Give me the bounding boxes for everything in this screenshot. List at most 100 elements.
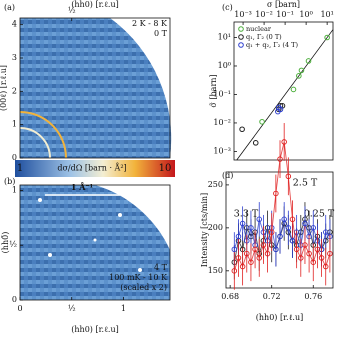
panel-label: (b) bbox=[4, 177, 15, 186]
x-tick-label: 0.76 bbox=[304, 292, 322, 301]
plot-frame bbox=[19, 17, 171, 159]
y-tick-label: 10⁻¹ bbox=[213, 89, 231, 98]
point bbox=[231, 246, 238, 253]
legend-marker bbox=[238, 26, 244, 32]
x-tick-label: 10⁻¹ bbox=[276, 10, 294, 19]
x-axis-label: (hh0) [r.ℓ.u] bbox=[71, 325, 118, 334]
point bbox=[314, 246, 321, 253]
annotation: (scaled x 2) bbox=[120, 283, 167, 292]
point bbox=[252, 246, 258, 253]
bragg-spots bbox=[38, 198, 142, 272]
y-tick-label: 10⁰ bbox=[218, 61, 231, 70]
point bbox=[298, 67, 305, 74]
y-tick-label: 1 bbox=[12, 120, 17, 129]
point bbox=[306, 250, 312, 257]
y-tick-label: 10¹ bbox=[218, 32, 231, 41]
annotation: 0 T bbox=[154, 29, 168, 38]
point bbox=[298, 255, 304, 261]
point bbox=[231, 268, 238, 274]
point bbox=[239, 263, 246, 270]
y-tick-label: 1 bbox=[12, 185, 17, 194]
point bbox=[277, 102, 284, 109]
x-axis-label: (hh0) [r.ℓ.u] bbox=[71, 0, 118, 9]
x-tick-label: 10¹ bbox=[320, 10, 333, 19]
x-tick-label: 1 bbox=[121, 304, 126, 313]
x-axis-label: (hh0) [r.ℓ.u] bbox=[256, 313, 303, 322]
map-b bbox=[20, 185, 170, 300]
point bbox=[256, 255, 262, 261]
y-tick-label: 0 bbox=[12, 295, 17, 304]
point bbox=[322, 263, 329, 270]
point bbox=[235, 233, 242, 240]
y-tick-label: 2 bbox=[12, 86, 17, 95]
x-tick-label: 0.72 bbox=[263, 292, 281, 301]
point bbox=[252, 140, 259, 146]
point bbox=[277, 106, 284, 113]
point bbox=[277, 233, 283, 240]
point bbox=[322, 229, 329, 235]
point bbox=[290, 86, 297, 93]
colorbar bbox=[15, 160, 175, 177]
point bbox=[289, 237, 296, 244]
x-tick-label: 0.68 bbox=[221, 292, 239, 301]
colorbar-tick-label: 10 bbox=[159, 163, 172, 174]
plot-frame bbox=[225, 171, 334, 289]
x-tick-label: 0 bbox=[17, 304, 22, 313]
y-tick-label: 10⁻² bbox=[213, 118, 231, 127]
point bbox=[248, 259, 254, 265]
point bbox=[239, 126, 245, 133]
y-tick-label: ½ bbox=[9, 240, 17, 249]
y-tick-label: 200 bbox=[208, 223, 223, 232]
point bbox=[310, 225, 317, 231]
y-tick-label: 0 bbox=[12, 153, 17, 162]
annotation: 2 K - 8 K bbox=[132, 19, 168, 28]
point bbox=[324, 34, 330, 41]
point bbox=[302, 242, 308, 248]
point bbox=[260, 242, 267, 248]
series-label: 3.3 T bbox=[234, 209, 259, 220]
point bbox=[318, 255, 325, 261]
ring bbox=[19, 127, 51, 159]
y-tick-label: 10⁻³ bbox=[213, 146, 231, 155]
x-tick-label: 10⁰ bbox=[299, 10, 312, 19]
y-axis-label: (hh0̄) bbox=[1, 232, 10, 254]
x-tick-label: 10⁻³ bbox=[234, 10, 252, 19]
point bbox=[310, 259, 317, 265]
point bbox=[235, 255, 242, 261]
legend-marker bbox=[238, 34, 244, 40]
point bbox=[285, 225, 292, 231]
annotation: 4 T bbox=[154, 263, 168, 272]
point bbox=[259, 118, 265, 125]
series-label: 2.5 T bbox=[293, 178, 318, 189]
scale-bar-label: 1 Å⁻¹ bbox=[71, 182, 93, 192]
series-line bbox=[233, 141, 331, 271]
y-tick-label: 3 bbox=[12, 53, 17, 62]
legend-label: q₁ + q₂, Γ₂ (4 T) bbox=[246, 41, 298, 49]
legend-marker bbox=[238, 42, 244, 48]
plot-frame bbox=[19, 184, 171, 301]
y-axis-label: (00ℓ) [r.ℓ.u] bbox=[0, 65, 8, 111]
y-axis-label: σ̃ [barn] bbox=[209, 74, 218, 107]
colorbar-label: dσ/dΩ [barn · Å²] bbox=[57, 164, 126, 173]
point bbox=[239, 220, 246, 227]
ring bbox=[19, 111, 67, 159]
y-tick-label: 150 bbox=[208, 266, 223, 275]
point bbox=[281, 216, 287, 223]
x-tick-label: ½ bbox=[68, 6, 76, 15]
legend-label: nuclear bbox=[246, 25, 272, 33]
point bbox=[244, 250, 250, 257]
x-axis-label: σ [barn] bbox=[267, 0, 300, 9]
panel-label: (d) bbox=[222, 171, 233, 180]
panel-label: (c) bbox=[222, 3, 233, 12]
y-tick-label: 250 bbox=[208, 180, 223, 189]
point bbox=[248, 225, 254, 231]
map-a bbox=[20, 18, 172, 158]
x-tick-label: ½ bbox=[68, 304, 76, 313]
point bbox=[305, 58, 312, 64]
series-label: 0.25 T bbox=[304, 209, 335, 220]
point bbox=[327, 250, 333, 257]
series-line bbox=[233, 218, 331, 263]
point bbox=[296, 73, 302, 79]
series-line bbox=[233, 217, 331, 251]
panel-label: (a) bbox=[4, 3, 15, 12]
